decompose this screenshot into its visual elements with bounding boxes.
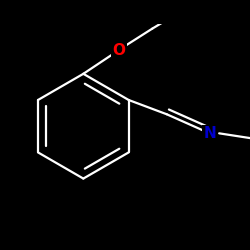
Text: O: O — [112, 42, 126, 58]
Text: N: N — [203, 126, 216, 141]
